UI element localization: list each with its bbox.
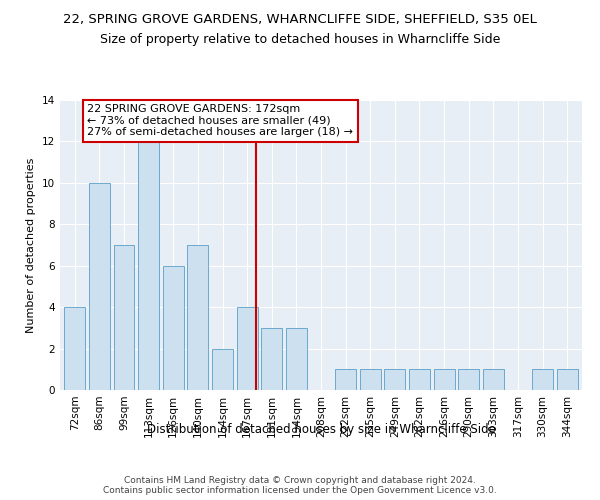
Bar (385, 370, 406, 390)
Bar (483, 370, 504, 390)
Text: Distribution of detached houses by size in Wharncliffe Side: Distribution of detached houses by size … (146, 422, 496, 436)
Bar (187, 245, 208, 390)
Bar (335, 370, 356, 390)
Bar (458, 370, 479, 390)
Bar (409, 370, 430, 390)
Bar (163, 266, 184, 390)
Bar (360, 370, 381, 390)
Bar (261, 328, 282, 390)
Bar (286, 328, 307, 390)
Bar (434, 370, 455, 390)
Bar (557, 370, 578, 390)
Bar (113, 245, 134, 390)
Text: Contains HM Land Registry data © Crown copyright and database right 2024.
Contai: Contains HM Land Registry data © Crown c… (103, 476, 497, 495)
Bar (236, 307, 257, 390)
Text: Size of property relative to detached houses in Wharncliffe Side: Size of property relative to detached ho… (100, 32, 500, 46)
Bar (138, 142, 159, 390)
Bar (64, 307, 85, 390)
Text: 22 SPRING GROVE GARDENS: 172sqm
← 73% of detached houses are smaller (49)
27% of: 22 SPRING GROVE GARDENS: 172sqm ← 73% of… (87, 104, 353, 138)
Y-axis label: Number of detached properties: Number of detached properties (26, 158, 37, 332)
Bar (89, 183, 110, 390)
Bar (532, 370, 553, 390)
Text: 22, SPRING GROVE GARDENS, WHARNCLIFFE SIDE, SHEFFIELD, S35 0EL: 22, SPRING GROVE GARDENS, WHARNCLIFFE SI… (63, 12, 537, 26)
Bar (212, 348, 233, 390)
